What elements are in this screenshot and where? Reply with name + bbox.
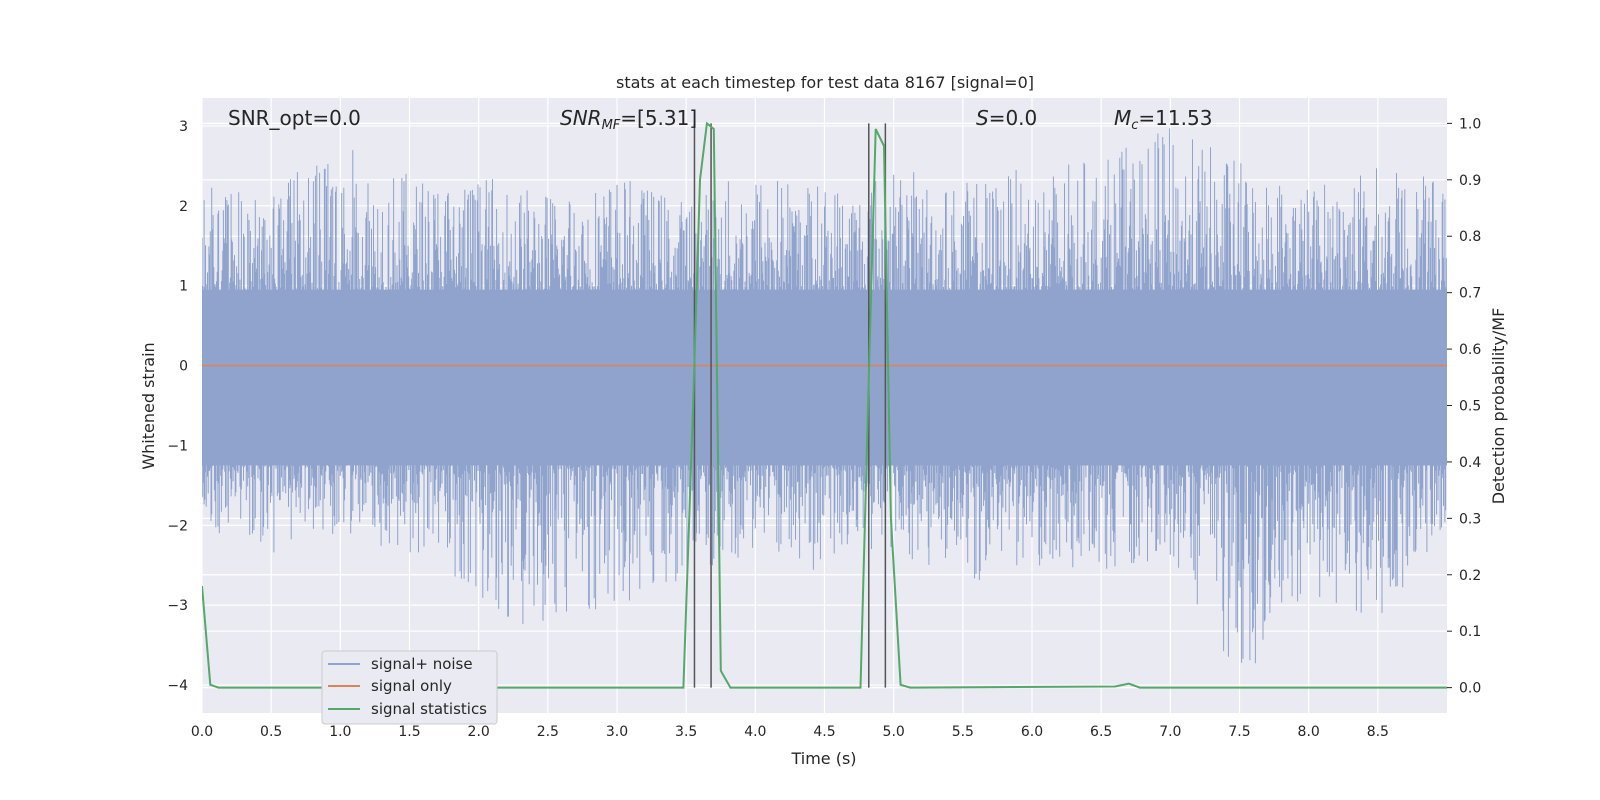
right-y-tick-label: 0.9 bbox=[1459, 173, 1481, 189]
annotation-mc-value: =11.53 bbox=[1138, 106, 1212, 130]
x-tick-label: 8.0 bbox=[1298, 724, 1320, 740]
legend: signal+ noise signal only signal statist… bbox=[321, 650, 498, 725]
annotation-snr-mf: SNRMF=[5.31] bbox=[560, 106, 697, 133]
x-tick-label: 1.0 bbox=[329, 724, 351, 740]
x-tick-label: 4.5 bbox=[813, 724, 835, 740]
x-tick-label: 5.0 bbox=[883, 724, 905, 740]
left-y-axis-label: Whitened strain bbox=[139, 342, 158, 469]
legend-box bbox=[321, 650, 498, 725]
legend-label-signal-only: signal only bbox=[371, 677, 452, 695]
x-tick-label: 6.0 bbox=[1021, 724, 1043, 740]
x-tick-label: 2.0 bbox=[468, 724, 490, 740]
left-y-tick-label: −4 bbox=[167, 678, 188, 694]
annotation-mc-sub: c bbox=[1131, 118, 1138, 133]
right-y-tick-label: 0.3 bbox=[1459, 511, 1481, 527]
annotation-snr-opt: SNR_opt=0.0 bbox=[228, 106, 361, 130]
legend-label-noise: signal+ noise bbox=[371, 655, 473, 673]
right-y-tick-label: 0.7 bbox=[1459, 286, 1481, 302]
x-tick-label: 8.5 bbox=[1367, 724, 1389, 740]
right-y-axis-label: Detection probability/MF bbox=[1489, 308, 1508, 505]
left-y-tick-label: −3 bbox=[167, 598, 188, 614]
x-tick-label: 3.0 bbox=[606, 724, 628, 740]
x-tick-label: 4.0 bbox=[744, 724, 766, 740]
right-y-tick-label: 0.2 bbox=[1459, 568, 1481, 584]
annotation-snr-mf-main: SNR bbox=[560, 106, 602, 130]
annotation-s: S=0.0 bbox=[976, 106, 1037, 130]
x-tick-label: 6.5 bbox=[1090, 724, 1112, 740]
signal-plus-noise-series bbox=[202, 128, 1447, 664]
x-tick-label: 1.5 bbox=[398, 724, 420, 740]
left-y-tick-label: 2 bbox=[179, 199, 188, 215]
x-tick-label: 0.0 bbox=[191, 724, 213, 740]
legend-label-statistics: signal statistics bbox=[371, 700, 487, 718]
x-tick-label: 5.5 bbox=[952, 724, 974, 740]
left-y-tick-label: 1 bbox=[179, 279, 188, 295]
right-y-tick-label: 0.6 bbox=[1459, 342, 1481, 358]
x-tick-label: 2.5 bbox=[537, 724, 559, 740]
right-y-axis-ticks: 1.0 0.9 0.8 0.7 0.6 0.5 0.4 0.3 0.2 0.1 0.0 bbox=[1447, 116, 1481, 697]
noise-trace bbox=[202, 128, 1447, 664]
chart-title: stats at each timestep for test data 816… bbox=[616, 73, 1034, 92]
right-y-tick-label: 0.8 bbox=[1459, 229, 1481, 245]
right-y-tick-label: 0.0 bbox=[1459, 681, 1481, 697]
right-y-tick-label: 0.4 bbox=[1459, 455, 1481, 471]
left-y-axis-ticks: 3 2 1 0 −1 −2 −3 −4 bbox=[167, 119, 188, 694]
annotation-snr-mf-sub: MF bbox=[602, 118, 621, 133]
x-tick-label: 0.5 bbox=[260, 724, 282, 740]
left-y-tick-label: −1 bbox=[167, 438, 188, 454]
x-axis-ticks: 0.0 0.5 1.0 1.5 2.0 2.5 3.0 3.5 4.0 4.5 5.0 5.5 6.0 6… bbox=[191, 724, 1389, 740]
annotation-s-value: =0.0 bbox=[989, 106, 1038, 130]
annotation-snr-mf-value: =[5.31] bbox=[620, 106, 697, 130]
right-y-tick-label: 0.1 bbox=[1459, 624, 1481, 640]
left-y-tick-label: 3 bbox=[179, 119, 188, 135]
annotation-mc: Mc=11.53 bbox=[1114, 106, 1212, 133]
signal-statistics-series bbox=[202, 121, 1447, 689]
left-y-tick-label: 0 bbox=[179, 359, 188, 375]
left-y-tick-label: −2 bbox=[167, 518, 188, 534]
x-tick-label: 7.0 bbox=[1159, 724, 1181, 740]
x-axis-label: Time (s) bbox=[790, 749, 856, 768]
x-tick-label: 7.5 bbox=[1228, 724, 1250, 740]
annotation-mc-main: M bbox=[1114, 106, 1131, 130]
x-tick-label: 3.5 bbox=[675, 724, 697, 740]
annotation-s-main: S bbox=[976, 106, 989, 130]
right-y-tick-label: 1.0 bbox=[1459, 116, 1481, 132]
right-y-tick-label: 0.5 bbox=[1459, 399, 1481, 415]
